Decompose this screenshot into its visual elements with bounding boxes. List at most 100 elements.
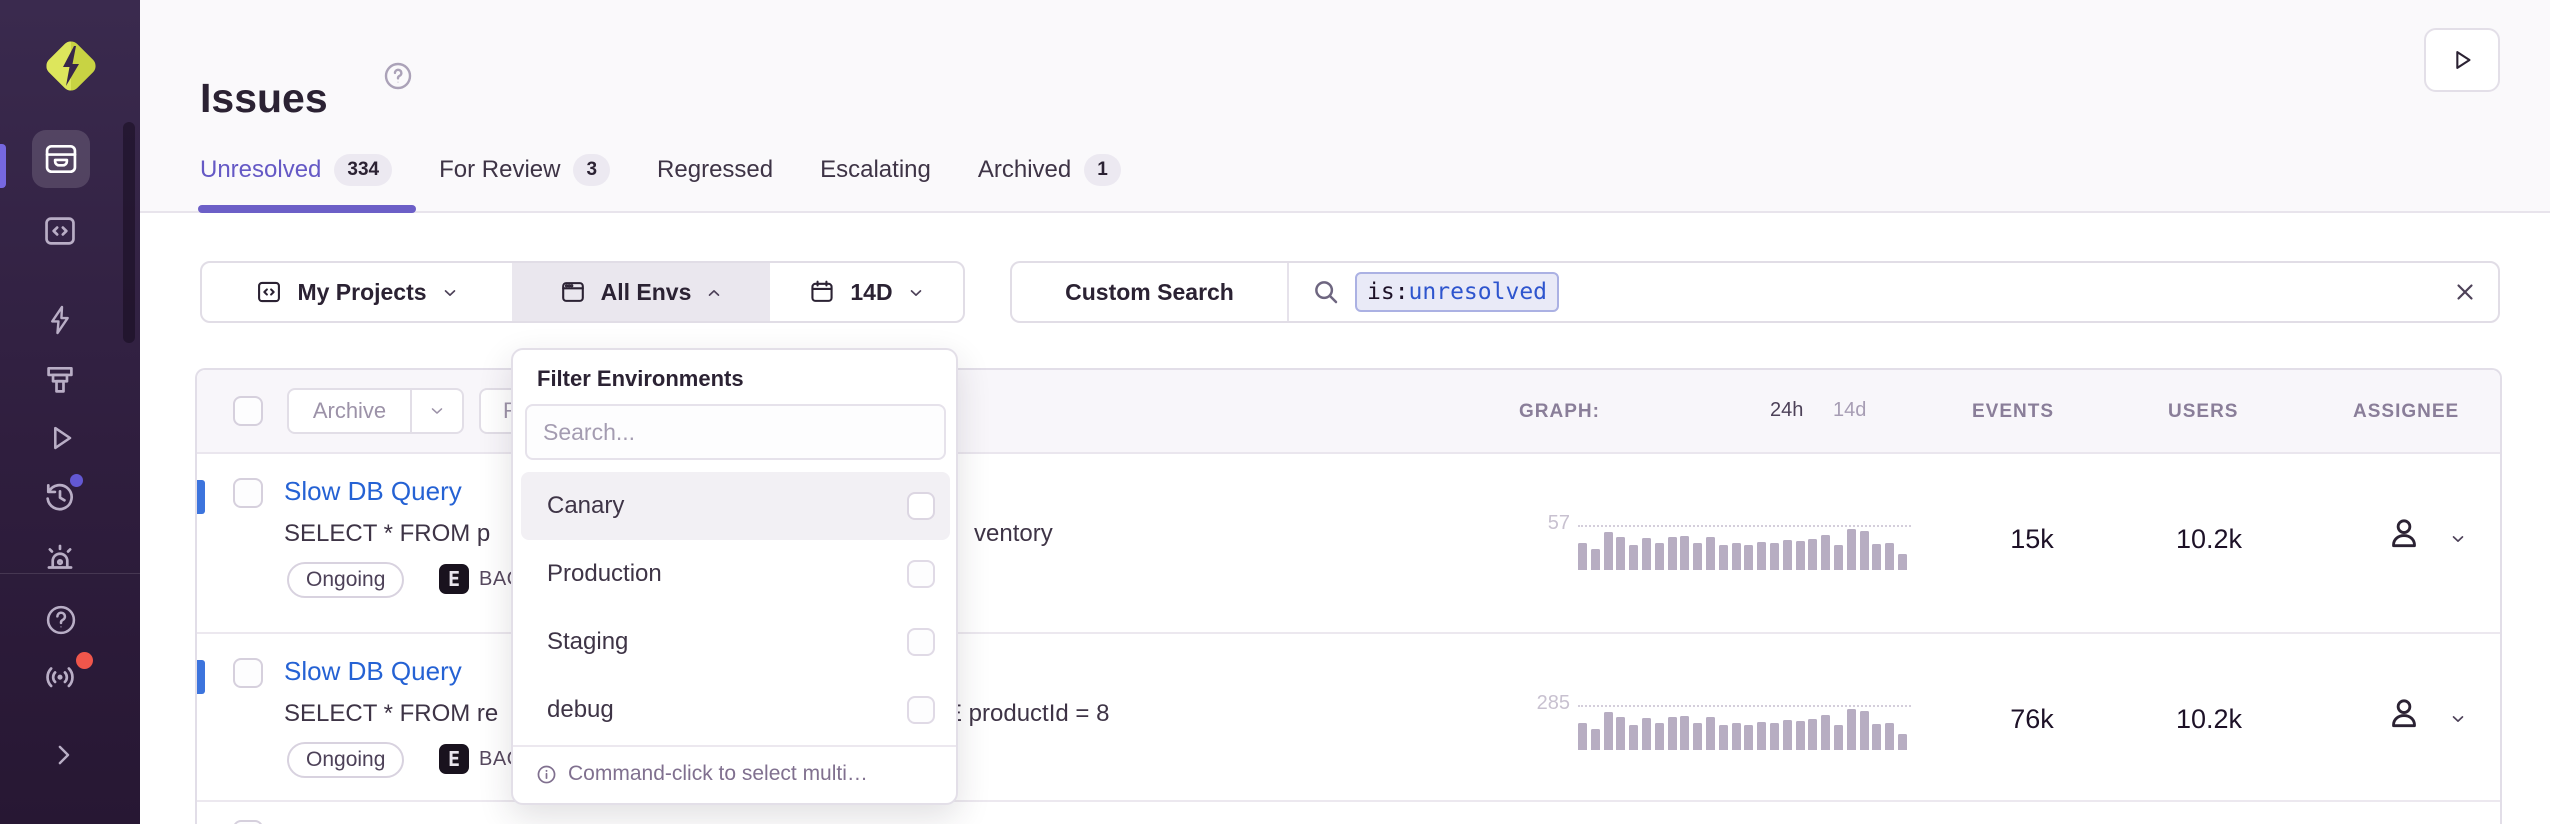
env-option-debug[interactable]: debug xyxy=(521,676,950,744)
clear-search-icon[interactable] xyxy=(2452,279,2478,305)
row-checkbox[interactable] xyxy=(233,820,263,824)
issue-snippet: SELECT * FROM p xyxy=(284,520,491,547)
env-option-checkbox[interactable] xyxy=(907,696,935,724)
sidebar-item-broadcast[interactable] xyxy=(41,656,79,694)
active-tab-underline xyxy=(198,205,416,213)
play-icon xyxy=(43,420,79,456)
sidebar-item-projects[interactable] xyxy=(41,212,79,250)
sidebar-collapse-button[interactable] xyxy=(48,740,78,770)
sidebar-item-history[interactable] xyxy=(41,478,79,516)
issues-icon xyxy=(42,140,80,178)
chevron-down-icon xyxy=(441,284,459,302)
issue-title-link[interactable]: Slow DB Query xyxy=(284,656,462,686)
tab-label: Escalating xyxy=(820,156,931,183)
sidebar-item-alerts[interactable] xyxy=(41,539,79,577)
dropdown-footer-hint: Command-click to select multi… xyxy=(535,762,868,786)
archive-button[interactable]: Archive xyxy=(287,388,412,434)
env-option-canary[interactable]: Canary xyxy=(521,472,950,540)
graph-peak-label: 285 xyxy=(1536,692,1570,714)
events-sparkline xyxy=(1578,705,1911,750)
unread-indicator xyxy=(197,660,205,694)
issue-snippet-continued: E productId = 8 xyxy=(946,700,1110,727)
column-events: EVENTS xyxy=(1972,401,2055,422)
env-option-checkbox[interactable] xyxy=(907,628,935,656)
tab-label: Unresolved xyxy=(200,156,322,183)
sidebar-item-issues[interactable] xyxy=(32,130,90,188)
project-avatar: E xyxy=(439,744,469,774)
graph-range-24h[interactable]: 24h xyxy=(1770,399,1804,421)
sentry-logo[interactable] xyxy=(39,34,103,98)
tab-regressed[interactable]: Regressed xyxy=(657,156,773,184)
token-value: unresolved xyxy=(1408,279,1548,305)
stack-icon xyxy=(41,361,79,399)
environment-search-input[interactable] xyxy=(525,404,946,460)
chevron-down-icon xyxy=(428,402,446,420)
search-icon xyxy=(1311,277,1341,307)
page-header xyxy=(140,0,2550,213)
custom-search-button[interactable]: Custom Search xyxy=(1012,263,1289,321)
events-sparkline xyxy=(1578,525,1911,570)
column-assignee: ASSIGNEE xyxy=(2353,401,2460,422)
tab-count-badge: 3 xyxy=(573,154,611,186)
sidebar-item-help[interactable] xyxy=(43,602,79,638)
project-filter-label: My Projects xyxy=(297,278,427,305)
project-avatar: E xyxy=(439,564,469,594)
environment-options-list: Canary Production Staging debug xyxy=(521,472,950,744)
select-all-checkbox[interactable] xyxy=(233,396,263,426)
issue-search-bar[interactable]: Custom Search is: unresolved xyxy=(1010,261,2500,323)
tab-count-badge: 334 xyxy=(334,154,393,186)
archive-label: Archive xyxy=(312,398,387,423)
sidebar-scrollbar[interactable] xyxy=(123,122,135,343)
sidebar-item-replays[interactable] xyxy=(43,420,79,456)
env-option-label: Canary xyxy=(547,492,625,519)
broadcast-icon xyxy=(41,656,79,694)
assignee-button[interactable] xyxy=(2385,514,2423,552)
start-replay-button[interactable] xyxy=(2424,28,2500,92)
issue-title-link[interactable]: Slow DB Query xyxy=(284,476,462,506)
chevron-up-icon xyxy=(705,284,723,302)
assignee-button[interactable] xyxy=(2385,694,2423,732)
sidebar-item-performance[interactable] xyxy=(44,303,78,337)
status-badge: Ongoing xyxy=(287,742,405,778)
tab-archived[interactable]: Archived 1 xyxy=(978,154,1121,186)
chevron-down-icon xyxy=(907,284,925,302)
environment-filter-button[interactable]: All Envs xyxy=(512,263,770,321)
graph-range-14d[interactable]: 14d xyxy=(1833,399,1867,421)
chevron-right-icon xyxy=(48,740,78,770)
calendar-icon xyxy=(808,278,836,306)
page-title: Issues xyxy=(200,75,328,122)
play-outline-icon xyxy=(2448,46,2476,74)
column-users: USERS xyxy=(2168,401,2239,422)
search-token-is-unresolved[interactable]: is: unresolved xyxy=(1355,272,1560,312)
tab-escalating[interactable]: Escalating xyxy=(820,156,931,184)
project-name: BAC xyxy=(479,568,522,590)
filter-toolbar: My Projects All Envs xyxy=(200,261,965,323)
status-badge: Ongoing xyxy=(287,562,405,598)
assignee-dropdown-icon[interactable] xyxy=(2449,710,2467,728)
row-checkbox[interactable] xyxy=(233,478,263,508)
users-count: 10.2k xyxy=(2175,704,2243,734)
sidebar-divider xyxy=(0,573,140,574)
help-icon xyxy=(43,602,79,638)
tab-unresolved[interactable]: Unresolved 334 xyxy=(200,154,393,186)
environment-dropdown: Filter Environments Canary Production St… xyxy=(511,348,958,805)
title-help-icon[interactable] xyxy=(382,60,414,92)
project-name: BAC xyxy=(479,748,522,770)
archive-dropdown-button[interactable] xyxy=(412,388,464,434)
env-option-staging[interactable]: Staging xyxy=(521,608,950,676)
archive-split-button: Archive xyxy=(287,388,464,434)
graph-peak-label: 57 xyxy=(1547,512,1570,534)
date-range-filter-button[interactable]: 14D xyxy=(770,263,963,321)
env-option-checkbox[interactable] xyxy=(907,560,935,588)
history-notification-dot xyxy=(70,474,83,487)
assignee-dropdown-icon[interactable] xyxy=(2449,530,2467,548)
project-filter-button[interactable]: My Projects xyxy=(202,263,512,321)
row-checkbox[interactable] xyxy=(233,658,263,688)
env-option-checkbox[interactable] xyxy=(907,492,935,520)
issue-row xyxy=(197,802,2500,824)
env-option-production[interactable]: Production xyxy=(521,540,950,608)
tab-for-review[interactable]: For Review 3 xyxy=(439,154,611,186)
sidebar-item-releases[interactable] xyxy=(41,361,79,399)
env-option-label: Production xyxy=(547,560,662,587)
window-icon xyxy=(559,278,587,306)
